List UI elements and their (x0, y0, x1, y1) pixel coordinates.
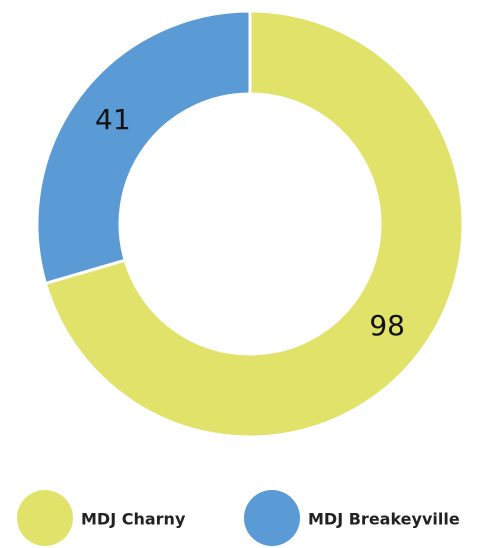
data-label: 41 (95, 103, 131, 136)
legend-swatch (17, 490, 73, 546)
legend-swatch (244, 490, 300, 546)
donut-segment (43, 9, 465, 439)
legend-label: MDJ Charny (81, 510, 186, 529)
legend-label: MDJ Breakeyville (308, 510, 460, 529)
donut-segment (35, 9, 252, 286)
data-label: 98 (369, 309, 405, 342)
